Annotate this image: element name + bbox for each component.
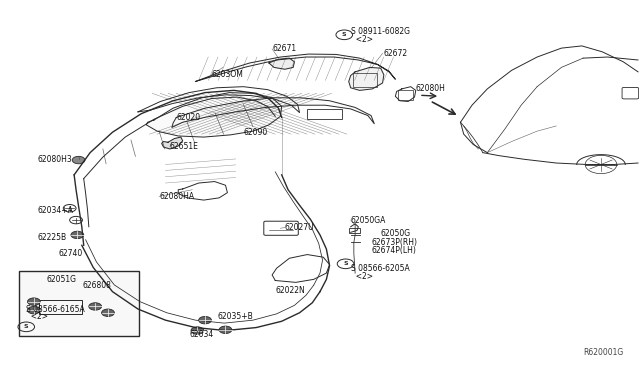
Bar: [349, 228, 360, 234]
Circle shape: [102, 309, 115, 317]
Text: S: S: [343, 261, 348, 266]
Text: 62090: 62090: [243, 128, 268, 137]
Text: 62225B: 62225B: [38, 233, 67, 243]
Text: 62673P(RH): 62673P(RH): [371, 238, 417, 247]
Polygon shape: [349, 67, 384, 90]
Text: 62034+A: 62034+A: [38, 206, 74, 215]
Text: S 08911-6082G: S 08911-6082G: [351, 26, 410, 36]
Text: 62080HA: 62080HA: [159, 192, 194, 201]
Text: 62651E: 62651E: [170, 142, 199, 151]
Text: 626808: 626808: [83, 281, 111, 290]
Text: <2>: <2>: [26, 312, 48, 321]
Circle shape: [198, 317, 211, 324]
Text: 62022N: 62022N: [275, 286, 305, 295]
Circle shape: [71, 231, 84, 238]
Polygon shape: [195, 54, 396, 81]
Text: 62740: 62740: [58, 249, 83, 258]
Polygon shape: [172, 98, 374, 128]
Circle shape: [28, 307, 40, 314]
Polygon shape: [147, 93, 282, 137]
Polygon shape: [269, 58, 294, 69]
Text: 62051G: 62051G: [47, 275, 77, 284]
Text: R620001G: R620001G: [583, 348, 623, 357]
Text: 62671: 62671: [272, 44, 296, 53]
Text: S: S: [24, 324, 29, 329]
Circle shape: [191, 327, 204, 334]
Circle shape: [28, 298, 40, 305]
Text: <2>: <2>: [351, 35, 372, 44]
Text: 62034: 62034: [189, 330, 213, 340]
Circle shape: [72, 156, 85, 164]
Bar: [39, 300, 83, 314]
Text: <2>: <2>: [351, 272, 372, 281]
Bar: [307, 109, 342, 119]
Text: 62027U: 62027U: [285, 223, 314, 232]
Bar: [398, 90, 413, 100]
Polygon shape: [162, 137, 182, 149]
Text: 62080H: 62080H: [416, 84, 445, 93]
Text: 62020: 62020: [176, 113, 200, 122]
Text: S: S: [342, 32, 347, 37]
Text: 62674P(LH): 62674P(LH): [371, 246, 416, 255]
Text: S 08566-6205A: S 08566-6205A: [351, 264, 410, 273]
Text: 6203OM: 6203OM: [211, 70, 243, 79]
Text: 62672: 62672: [384, 49, 408, 58]
Circle shape: [89, 303, 102, 310]
Bar: [353, 73, 378, 87]
Text: 62035+B: 62035+B: [218, 312, 253, 321]
Text: S 08566-6165A: S 08566-6165A: [26, 305, 85, 314]
Bar: [19, 271, 139, 336]
Text: 62050G: 62050G: [381, 229, 411, 238]
Circle shape: [219, 326, 232, 334]
Text: 62080H3: 62080H3: [38, 155, 72, 164]
Text: 62050GA: 62050GA: [351, 216, 386, 225]
